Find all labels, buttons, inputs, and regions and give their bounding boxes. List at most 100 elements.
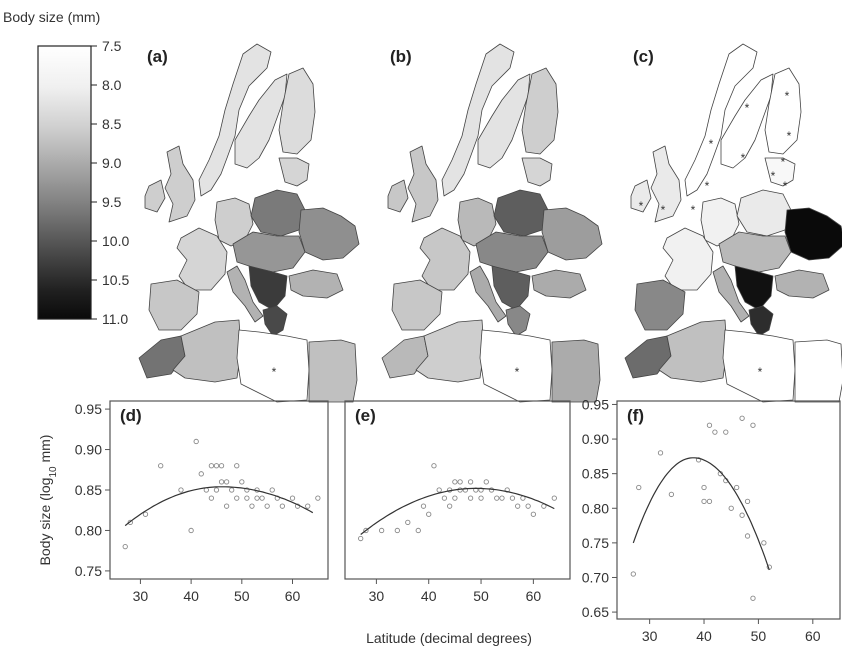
legend-tick-label: 8.5 <box>102 116 122 132</box>
data-point <box>378 527 385 534</box>
data-point <box>452 479 458 485</box>
asterisk-marker: * <box>515 365 520 379</box>
data-point <box>218 463 225 469</box>
data-point <box>494 495 500 501</box>
data-point <box>452 495 458 501</box>
x-tick-label: 40 <box>696 628 712 644</box>
data-point <box>467 495 474 501</box>
map-region-scandinavia <box>198 43 272 197</box>
map-region-iberia <box>148 279 200 331</box>
data-point <box>457 479 463 485</box>
asterisk-marker: * <box>691 203 696 217</box>
map-region-baltics <box>764 157 796 187</box>
data-point <box>122 543 128 550</box>
fit-curve <box>124 486 314 527</box>
legend-tick-label: 10.5 <box>102 272 129 288</box>
data-point <box>218 479 225 485</box>
scatter-panel-d: 30 40 50 60 0.75 0.80 0.85 0.90 0.95 (d) <box>75 400 329 604</box>
x-tick-label: 40 <box>183 588 199 604</box>
map-region-ukraine <box>784 207 842 261</box>
x-tick-label: 40 <box>421 588 437 604</box>
map-panel-b: * (b) <box>381 43 603 403</box>
map-region-egypt <box>308 339 358 403</box>
map-region-baltics <box>278 157 310 187</box>
legend-ticks: 7.5 8.0 8.5 9.0 9.5 10.0 10.5 11.0 <box>91 38 129 327</box>
data-point <box>750 595 756 601</box>
data-point <box>415 527 421 534</box>
data-point <box>193 438 199 445</box>
data-point <box>239 479 245 485</box>
map-region-turkey <box>774 269 830 299</box>
data-point <box>363 527 369 534</box>
panel-label: (f) <box>627 406 644 425</box>
data-point <box>483 479 489 485</box>
panel-label-c: (c) <box>633 47 654 66</box>
data-point <box>244 495 250 501</box>
data-point <box>223 479 230 485</box>
data-point <box>701 498 707 504</box>
data-point <box>431 463 437 469</box>
data-point <box>499 495 505 501</box>
map-region-ireland <box>144 179 166 213</box>
legend-tick-label: 11.0 <box>102 311 128 327</box>
map-region-algeria <box>658 319 728 383</box>
map-region-finland <box>764 67 802 155</box>
y-tick-label: 0.85 <box>75 482 102 498</box>
data-point <box>515 503 521 509</box>
data-point <box>739 415 745 421</box>
asterisk-marker: * <box>783 179 788 193</box>
map-region-uk <box>650 145 682 223</box>
fit-curve <box>632 457 770 571</box>
data-point <box>712 429 718 435</box>
y-tick-label: 0.95 <box>582 396 609 412</box>
asterisk-marker: * <box>758 365 763 379</box>
data-point <box>750 422 756 428</box>
data-point <box>269 487 275 493</box>
panel-label-b: (b) <box>390 47 412 66</box>
plot-frame <box>616 400 841 620</box>
data-point <box>178 487 184 493</box>
data-point <box>734 484 740 491</box>
map-region-scandinavia <box>234 73 288 169</box>
data-point <box>188 527 194 534</box>
data-point <box>723 429 729 435</box>
scatter-panel-e: 30 40 50 60 (e) <box>344 400 571 604</box>
map-region-libya <box>479 329 553 403</box>
data-point <box>213 487 220 493</box>
map-panel-c: *(c)********* * ** <box>624 43 842 403</box>
map-region-france <box>176 227 228 291</box>
legend-tick-label: 8.0 <box>102 77 122 93</box>
map-region-central <box>475 231 549 273</box>
data-point <box>478 487 484 493</box>
map-region-italy <box>226 265 264 323</box>
data-point <box>254 495 260 501</box>
y-tick-label: 0.80 <box>582 500 609 516</box>
y-tick-label: 0.70 <box>582 569 609 585</box>
panel-label-a: (a) <box>147 47 168 66</box>
plot-frame <box>344 400 571 580</box>
x-tick-label: 60 <box>526 588 542 604</box>
data-point <box>305 503 311 509</box>
data-point <box>289 495 296 501</box>
asterisk-marker: * <box>705 179 710 193</box>
data-point <box>636 484 642 491</box>
x-tick-label: 60 <box>805 628 821 644</box>
data-point <box>525 503 531 509</box>
map-region-balkans <box>491 265 531 311</box>
data-point <box>259 495 265 501</box>
data-point <box>223 503 230 509</box>
asterisk-marker: * <box>785 89 790 103</box>
color-legend: Body size (mm) 7.5 8.0 8.5 9.0 9.5 10.0 10.5 11… <box>3 9 129 327</box>
map-region-balkans <box>248 265 288 311</box>
data-point <box>668 491 675 498</box>
map-region-scandinavia <box>720 73 774 169</box>
asterisk-marker: * <box>639 199 644 213</box>
data-point <box>198 471 204 477</box>
map-region-algeria <box>172 319 242 383</box>
asterisk-marker: * <box>661 203 666 217</box>
map-region-egypt <box>794 339 842 403</box>
y-tick-label: 0.85 <box>582 466 609 482</box>
data-point <box>142 511 149 517</box>
asterisk-marker: * <box>787 129 792 143</box>
asterisk-marker: * <box>272 365 277 379</box>
